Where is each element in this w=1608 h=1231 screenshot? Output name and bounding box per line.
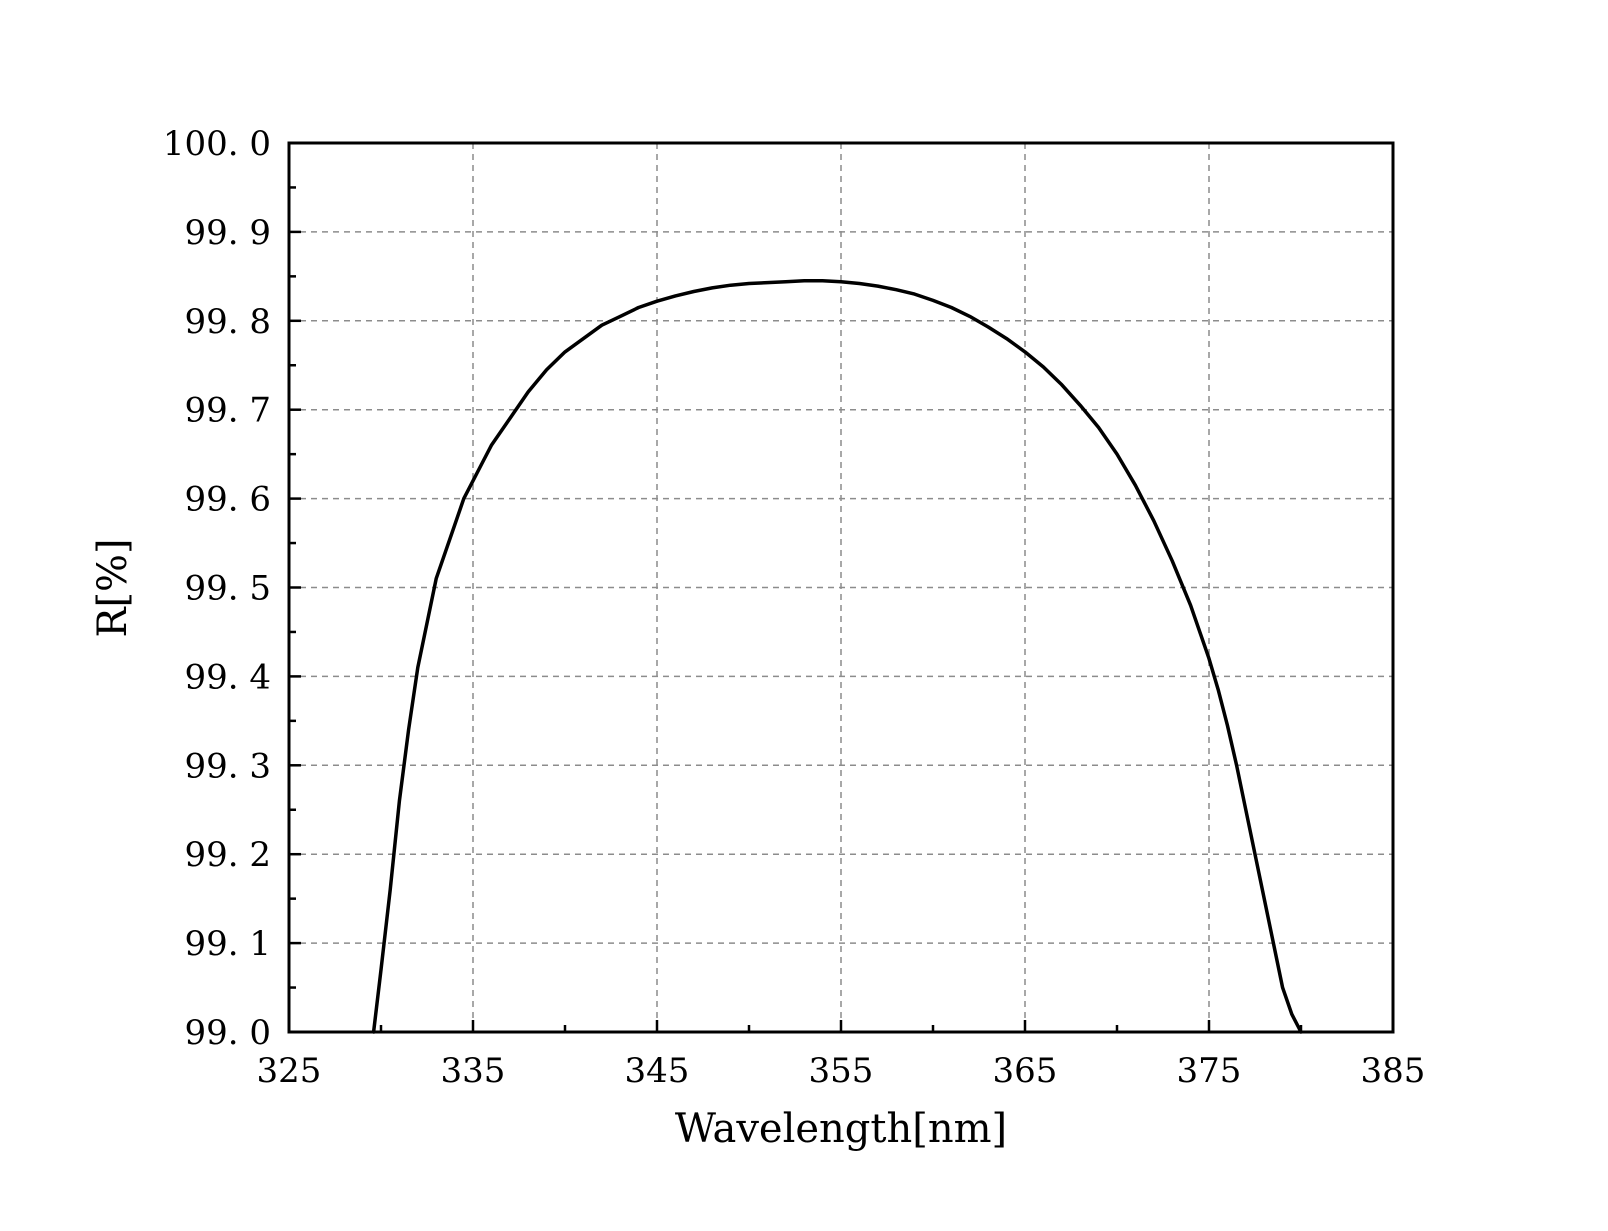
x-tick-label: 375 — [1177, 1051, 1242, 1091]
x-tick-label: 385 — [1361, 1051, 1426, 1091]
x-tick-label: 355 — [809, 1051, 874, 1091]
plot-frame — [287, 141, 1395, 1034]
y-tick-label: 99. 6 — [184, 480, 271, 520]
series-layer — [371, 279, 1303, 1034]
series-line-1 — [371, 279, 1303, 1034]
y-tick-label: 99. 4 — [184, 657, 271, 697]
y-tick-label: 99. 9 — [184, 213, 271, 253]
y-tick-label: 99. 5 — [184, 569, 271, 609]
y-tick-label: 99. 3 — [184, 746, 271, 786]
x-tick-label: 365 — [993, 1051, 1058, 1091]
y-axis-title: R[%] — [90, 538, 136, 637]
y-tick-label: 99. 0 — [184, 1013, 271, 1053]
y-tick-labels: 99. 0 99. 1 99. 2 99. 3 99. 4 99. 5 99. 6 99. 7… — [163, 124, 271, 1053]
y-tick-label: 99. 1 — [184, 924, 271, 964]
x-tick-labels: 325 335 345 355 365 375 385 — [257, 1051, 1426, 1091]
x-tick-label: 335 — [441, 1051, 506, 1091]
x-axis-title: Wavelength[nm] — [675, 1106, 1007, 1152]
y-tick-label: 99. 7 — [184, 391, 271, 431]
grid-lines — [289, 143, 1393, 1032]
x-tick-label: 325 — [257, 1051, 322, 1091]
minor-ticks — [289, 186, 1303, 1032]
x-tick-label: 345 — [625, 1051, 690, 1091]
y-tick-label: 100. 0 — [163, 124, 271, 164]
y-tick-label: 99. 8 — [184, 302, 271, 342]
y-tick-label: 99. 2 — [184, 835, 271, 875]
